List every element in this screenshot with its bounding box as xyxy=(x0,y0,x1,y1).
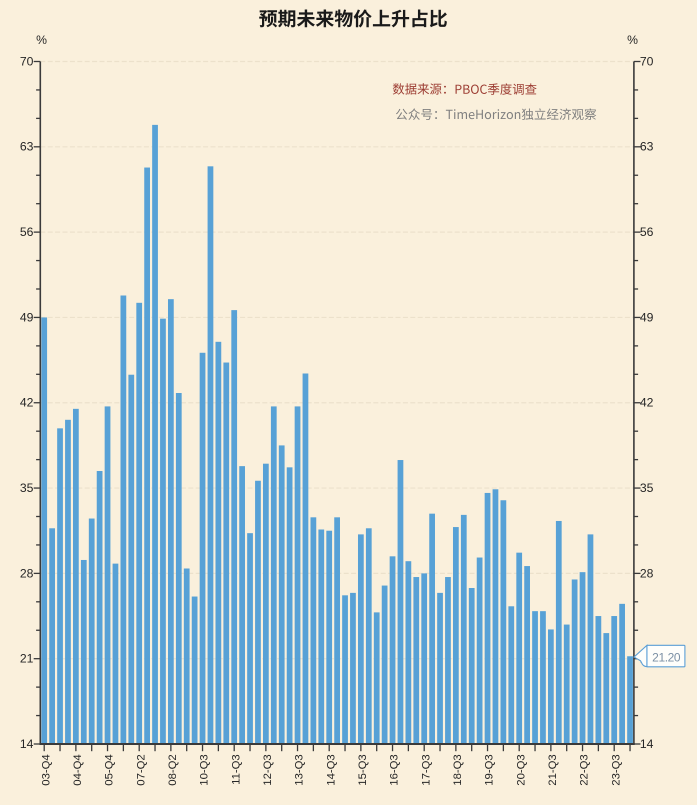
svg-text:49: 49 xyxy=(640,310,654,324)
svg-text:14: 14 xyxy=(20,737,34,751)
svg-text:42: 42 xyxy=(20,396,34,410)
svg-text:28: 28 xyxy=(20,566,34,580)
svg-text:35: 35 xyxy=(20,481,34,495)
svg-text:56: 56 xyxy=(640,225,654,239)
svg-text:70: 70 xyxy=(20,54,34,68)
svg-text:%: % xyxy=(36,33,47,47)
svg-text:63: 63 xyxy=(20,140,34,154)
svg-text:17-Q3: 17-Q3 xyxy=(420,754,432,785)
svg-text:20-Q3: 20-Q3 xyxy=(515,754,527,785)
svg-text:08-Q2: 08-Q2 xyxy=(167,754,179,785)
svg-text:15-Q3: 15-Q3 xyxy=(357,754,369,785)
svg-text:12-Q3: 12-Q3 xyxy=(262,754,274,785)
svg-text:03-Q4: 03-Q4 xyxy=(40,754,52,785)
svg-text:21: 21 xyxy=(20,652,34,666)
svg-text:04-Q4: 04-Q4 xyxy=(72,754,84,785)
svg-text:%: % xyxy=(627,33,638,47)
svg-text:22-Q3: 22-Q3 xyxy=(579,754,591,785)
svg-text:70: 70 xyxy=(640,54,654,68)
svg-text:23-Q3: 23-Q3 xyxy=(610,754,622,785)
svg-text:11-Q3: 11-Q3 xyxy=(230,754,242,785)
svg-text:42: 42 xyxy=(640,396,654,410)
svg-text:14: 14 xyxy=(640,737,654,751)
svg-text:28: 28 xyxy=(640,566,654,580)
svg-text:13-Q3: 13-Q3 xyxy=(294,754,306,785)
svg-text:18-Q3: 18-Q3 xyxy=(452,754,464,785)
svg-text:14-Q3: 14-Q3 xyxy=(325,754,337,785)
svg-text:05-Q4: 05-Q4 xyxy=(104,754,116,785)
svg-text:63: 63 xyxy=(640,140,654,154)
svg-text:49: 49 xyxy=(20,310,34,324)
svg-text:07-Q2: 07-Q2 xyxy=(135,754,147,785)
svg-text:10-Q3: 10-Q3 xyxy=(199,754,211,785)
svg-text:21.20: 21.20 xyxy=(652,651,681,665)
svg-text:35: 35 xyxy=(640,481,654,495)
svg-text:19-Q3: 19-Q3 xyxy=(484,754,496,785)
svg-text:56: 56 xyxy=(20,225,34,239)
svg-text:16-Q3: 16-Q3 xyxy=(389,754,401,785)
svg-text:21-Q3: 21-Q3 xyxy=(547,754,559,785)
